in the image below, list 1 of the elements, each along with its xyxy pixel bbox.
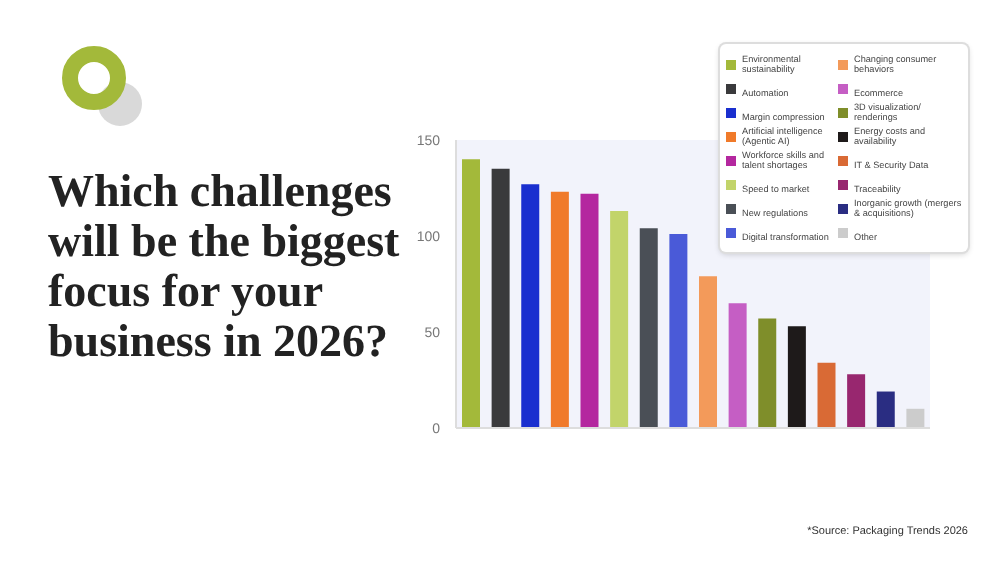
text: Which challenges will be the biggest focus for your business in 2026? [48,166,400,366]
